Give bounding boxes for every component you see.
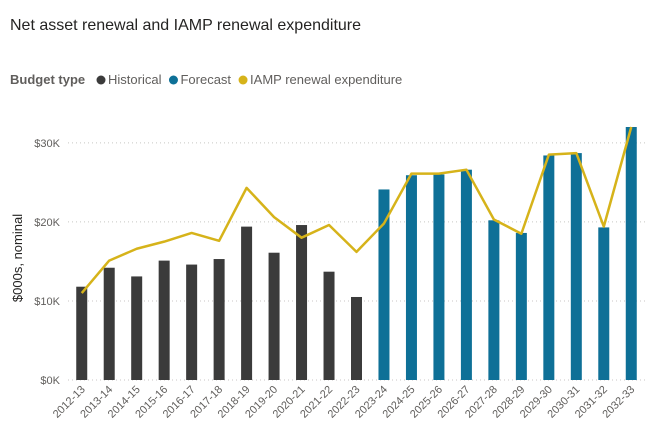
legend-label: Forecast: [180, 72, 231, 87]
bar: [598, 227, 610, 380]
y-tick-label: $20K: [34, 217, 60, 229]
legend-label: IAMP renewal expenditure: [250, 72, 402, 87]
bar: [268, 252, 280, 380]
legend-label: Historical: [108, 72, 162, 87]
bar: [460, 169, 472, 380]
bar: [103, 267, 115, 380]
bar: [213, 259, 225, 380]
y-tick-label: $0K: [40, 375, 60, 387]
legend-marker: [238, 75, 248, 85]
y-tick-label: $10K: [34, 296, 60, 308]
bar: [131, 276, 143, 380]
legend: Budget type Historical Forecast IAMP renew…: [10, 72, 402, 87]
bar: [570, 153, 582, 380]
bar: [296, 225, 308, 380]
legend-marker: [96, 75, 106, 85]
bar: [158, 260, 170, 380]
bar: [323, 271, 335, 380]
bar: [543, 155, 555, 380]
bar: [241, 226, 253, 380]
bar: [351, 296, 362, 380]
bar: [186, 264, 198, 380]
bar: [625, 127, 637, 380]
legend-marker: [168, 75, 178, 85]
y-axis-label: $000s, nominal: [10, 214, 25, 302]
bar: [433, 174, 445, 380]
y-tick-label: $30K: [34, 138, 60, 150]
bar: [378, 189, 390, 380]
bar: [515, 232, 527, 380]
bar: [76, 286, 88, 380]
line: [80, 126, 633, 294]
bar: [405, 175, 417, 380]
legend-title: Budget type: [10, 72, 85, 87]
bar: [488, 220, 500, 380]
chart-title: Net asset renewal and IAMP renewal expen…: [10, 17, 361, 34]
